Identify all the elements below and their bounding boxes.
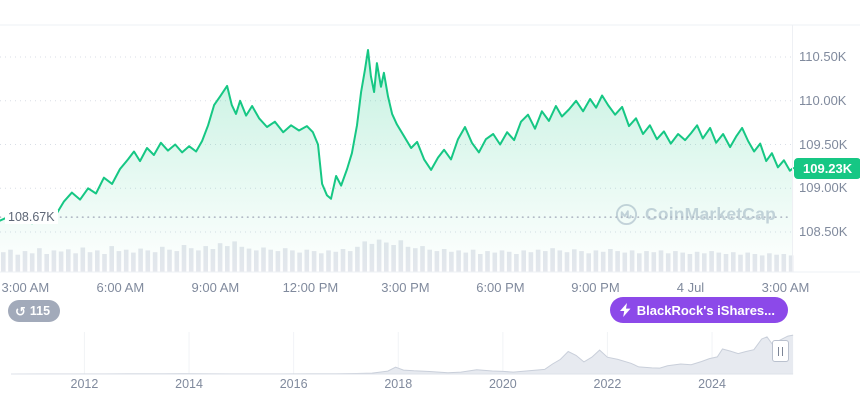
y-axis-label: 108.50K [799, 224, 848, 239]
y-axis-label: 110.00K [799, 92, 847, 108]
time-axis-label: 6:00 AM [96, 280, 145, 295]
y-axis-label: 109.50K [799, 136, 848, 152]
time-axis-label: 3:00 AM [1, 280, 50, 295]
year-label: 2024 [698, 377, 726, 391]
time-axis-label: 9:00 PM [571, 280, 620, 295]
time-axis-label: 3:00 PM [381, 280, 430, 295]
history-count: 115 [29, 304, 51, 318]
y-axis-label: 110.50K [799, 49, 847, 64]
range-navigator[interactable] [0, 329, 860, 375]
navigator-svg [11, 332, 794, 375]
time-axis-label: 6:00 PM [476, 280, 525, 295]
year-label: 2012 [70, 377, 99, 391]
navigator-handle[interactable] [772, 340, 789, 362]
history-badge[interactable]: ↺ 115 [8, 300, 61, 322]
reference-price-label: 108.67K [5, 210, 58, 224]
time-axis-label: 4 Jul [676, 280, 705, 295]
navigator-area-fill [11, 335, 794, 374]
news-badge-label: BlackRock's iShares... [636, 302, 775, 318]
year-label: 2022 [593, 377, 622, 391]
time-axis: 3:00 AM 6:00 AM 9:00 AM 12:00 PM 3:00 PM 6:00… [0, 280, 860, 300]
year-label: 2016 [279, 377, 308, 391]
time-axis-label: 3:00 AM [761, 280, 810, 295]
time-axis-label: 9:00 AM [191, 280, 240, 295]
history-icon: ↺ [15, 303, 26, 319]
price-chart-svg [0, 24, 860, 273]
year-label: 2018 [384, 377, 413, 391]
price-line [0, 49, 795, 225]
price-area-fill [0, 50, 794, 272]
year-label: 2020 [488, 377, 517, 391]
current-price-badge: 109.23K [794, 157, 860, 179]
year-axis: 2012 2014 2016 2018 2020 2022 2024 [0, 377, 860, 395]
time-axis-label: 12:00 PM [282, 280, 339, 295]
price-chart-area[interactable]: CoinMarketCap 110.50K110.00K109.50K109.0… [0, 0, 860, 276]
y-axis-label: 109.00K [799, 180, 848, 196]
lightning-icon [619, 303, 631, 317]
year-label: 2014 [175, 377, 203, 391]
news-badge[interactable]: BlackRock's iShares... [609, 297, 788, 323]
